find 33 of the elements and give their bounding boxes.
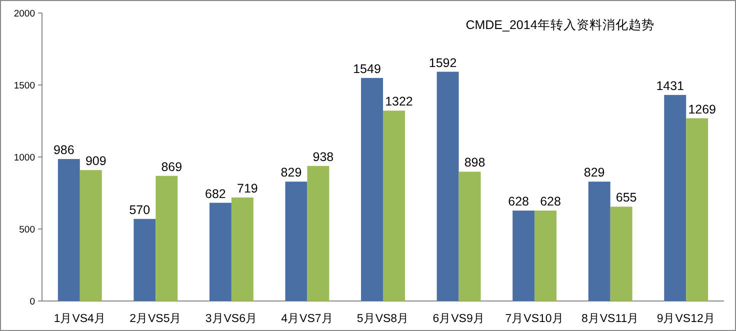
data-label: 829	[584, 166, 605, 180]
xtick: 5月VS8月	[356, 313, 410, 325]
data-label: 829	[280, 166, 302, 180]
data-label: 655	[616, 190, 637, 205]
data-label: 682	[205, 186, 226, 201]
data-label: 898	[464, 156, 486, 170]
xtick: 2月VS5月	[130, 313, 182, 325]
ytick: 1000	[14, 152, 35, 164]
ytick: 0	[30, 296, 35, 308]
data-label: 719	[237, 181, 258, 196]
data-label: 938	[312, 150, 334, 164]
data-label: 628	[508, 194, 529, 209]
title: CMDE_2014年转入资料消化趋势	[466, 18, 654, 32]
xtick: 1月VS4月	[54, 313, 106, 325]
xtick: 4月VS7月	[281, 313, 334, 325]
data-label: 869	[161, 160, 182, 174]
data-label: 909	[85, 154, 106, 168]
data-label: 1269	[688, 102, 716, 116]
xtick: 9月VS12月	[656, 313, 716, 325]
data-label: 1322	[385, 94, 413, 109]
ytick: 500	[19, 224, 35, 236]
data-label: 1431	[656, 78, 684, 93]
ytick: 1500	[14, 80, 35, 92]
data-label: 1549	[353, 62, 381, 76]
xtick: 8月VS11月	[582, 313, 640, 325]
xtick: 3月VS6月	[205, 313, 258, 325]
data-label: 986	[53, 143, 74, 158]
xtick: 6月VS9月	[432, 313, 485, 325]
xtick: 7月VS10月	[505, 313, 564, 325]
data-label: 628	[540, 194, 561, 209]
data-label: 570	[129, 202, 150, 217]
ytick: 2000	[14, 8, 35, 20]
data-label: 1592	[428, 56, 457, 70]
